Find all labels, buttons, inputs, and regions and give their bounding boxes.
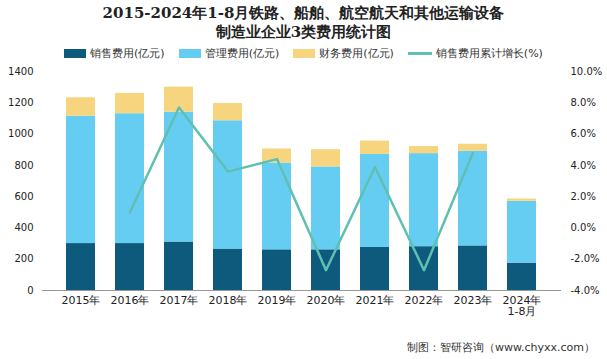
- svg-text:6.0%: 6.0%: [571, 128, 596, 139]
- svg-text:2022年: 2022年: [405, 294, 444, 307]
- svg-text:2016年: 2016年: [111, 294, 150, 307]
- html-text:财务费用(亿元): 财务费用(亿元): [319, 46, 394, 60]
- svg-text:10.0%: 10.0%: [571, 66, 603, 77]
- svg-text:1000: 1000: [8, 128, 33, 139]
- svg-text:2024年1-8月: 2024年1-8月: [503, 294, 542, 318]
- svg-text:400: 400: [14, 222, 33, 233]
- svg-text:2021年: 2021年: [356, 294, 395, 307]
- svg-text:2.0%: 2.0%: [571, 191, 596, 202]
- svg-text:2020年: 2020年: [307, 294, 346, 307]
- svg-text:2019年: 2019年: [258, 294, 297, 307]
- svg-text:0.0%: 0.0%: [571, 222, 596, 233]
- html-text:制图：智研咨询（www.chyxx.com）: 制图：智研咨询（www.chyxx.com）: [407, 341, 595, 354]
- html-text:销售费用累计增长(%): 销售费用累计增长(%): [435, 46, 543, 60]
- html-text:销售费用(亿元): 销售费用(亿元): [90, 46, 165, 60]
- svg-text:600: 600: [14, 191, 33, 202]
- svg-text:2015年: 2015年: [62, 294, 101, 307]
- svg-text:200: 200: [14, 253, 33, 264]
- svg-text:-2.0%: -2.0%: [571, 253, 600, 264]
- svg-text:8.0%: 8.0%: [571, 97, 596, 108]
- svg-text:4.0%: 4.0%: [571, 160, 596, 171]
- svg-text:2017年: 2017年: [160, 294, 199, 307]
- svg-text:1400: 1400: [8, 66, 33, 77]
- svg-text:2023年: 2023年: [454, 294, 493, 307]
- svg-text:0: 0: [27, 285, 33, 296]
- svg-text:-4.0%: -4.0%: [571, 285, 600, 296]
- svg-text:2018年: 2018年: [209, 294, 248, 307]
- html-text:2015-2024年1-8月铁路、船舶、航空航天和其他运输设: 2015-2024年1-8月铁路、船舶、航空航天和其他运输设备 制造业企业3类费…: [102, 4, 505, 41]
- svg-text:1200: 1200: [8, 97, 33, 108]
- html-text:管理费用(亿元): 管理费用(亿元): [204, 46, 280, 60]
- svg-text:800: 800: [14, 160, 33, 171]
